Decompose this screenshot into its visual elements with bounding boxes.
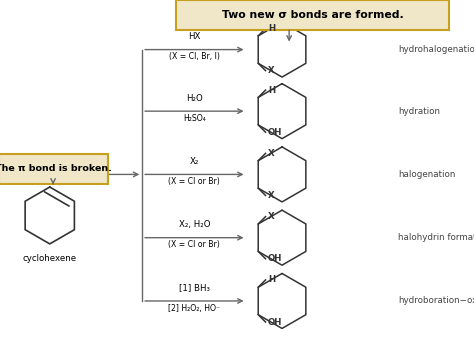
FancyBboxPatch shape (0, 154, 108, 184)
Text: OH: OH (268, 128, 283, 137)
Text: (X = Cl or Br): (X = Cl or Br) (168, 177, 220, 186)
Text: (X = Cl, Br, I): (X = Cl, Br, I) (169, 52, 220, 61)
Text: H: H (268, 24, 275, 33)
Text: hydroboration−oxidation: hydroboration−oxidation (398, 297, 474, 305)
Text: hydrohalogenation: hydrohalogenation (398, 45, 474, 54)
Text: H: H (268, 86, 275, 95)
Text: X: X (268, 149, 274, 158)
Text: [2] H₂O₂, HO⁻: [2] H₂O₂, HO⁻ (168, 304, 220, 313)
Text: X: X (268, 212, 274, 221)
Text: X: X (268, 66, 274, 75)
Text: hydration: hydration (398, 107, 440, 116)
Text: X₂, H₂O: X₂, H₂O (179, 220, 210, 229)
Text: OH: OH (268, 317, 283, 327)
Text: H₂O: H₂O (186, 94, 203, 103)
Text: HX: HX (188, 32, 201, 41)
Text: halogenation: halogenation (398, 170, 456, 179)
Text: halohydrin formation: halohydrin formation (398, 233, 474, 242)
Text: OH: OH (268, 254, 283, 263)
Text: H: H (268, 275, 275, 285)
Text: H₂SO₄: H₂SO₄ (183, 114, 206, 123)
Text: (X = Cl or Br): (X = Cl or Br) (168, 240, 220, 249)
Text: [1] BH₃: [1] BH₃ (179, 284, 210, 292)
Text: Two new σ bonds are formed.: Two new σ bonds are formed. (222, 10, 404, 20)
Text: X₂: X₂ (190, 157, 199, 166)
Text: The π bond is broken.: The π bond is broken. (0, 165, 111, 173)
Text: cyclohexene: cyclohexene (23, 254, 77, 263)
FancyBboxPatch shape (176, 0, 449, 30)
Text: X: X (268, 191, 274, 200)
